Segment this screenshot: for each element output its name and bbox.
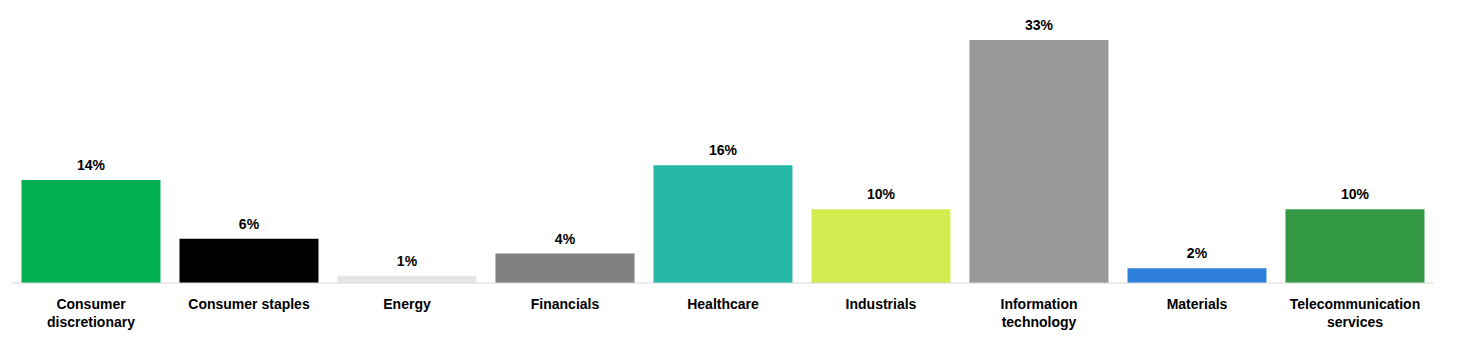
svg-text:1%: 1%	[397, 253, 418, 269]
svg-text:16%: 16%	[709, 142, 738, 158]
svg-text:Industrials: Industrials	[846, 296, 917, 312]
svg-text:Consumer staples: Consumer staples	[188, 296, 310, 312]
svg-text:Healthcare: Healthcare	[687, 296, 759, 312]
svg-text:10%: 10%	[867, 186, 896, 202]
svg-text:10%: 10%	[1341, 186, 1370, 202]
svg-text:Consumerdiscretionary: Consumerdiscretionary	[47, 296, 135, 330]
svg-text:Telecommunicationservices: Telecommunicationservices	[1290, 296, 1420, 330]
svg-text:14%: 14%	[77, 157, 106, 173]
svg-text:Financials: Financials	[531, 296, 600, 312]
svg-text:2%: 2%	[1187, 245, 1208, 261]
svg-text:4%: 4%	[555, 231, 576, 247]
svg-text:Energy: Energy	[383, 296, 431, 312]
svg-text:Informationtechnology: Informationtechnology	[1001, 296, 1078, 330]
svg-text:6%: 6%	[239, 216, 260, 232]
svg-text:Materials: Materials	[1167, 296, 1228, 312]
svg-text:33%: 33%	[1025, 17, 1054, 33]
